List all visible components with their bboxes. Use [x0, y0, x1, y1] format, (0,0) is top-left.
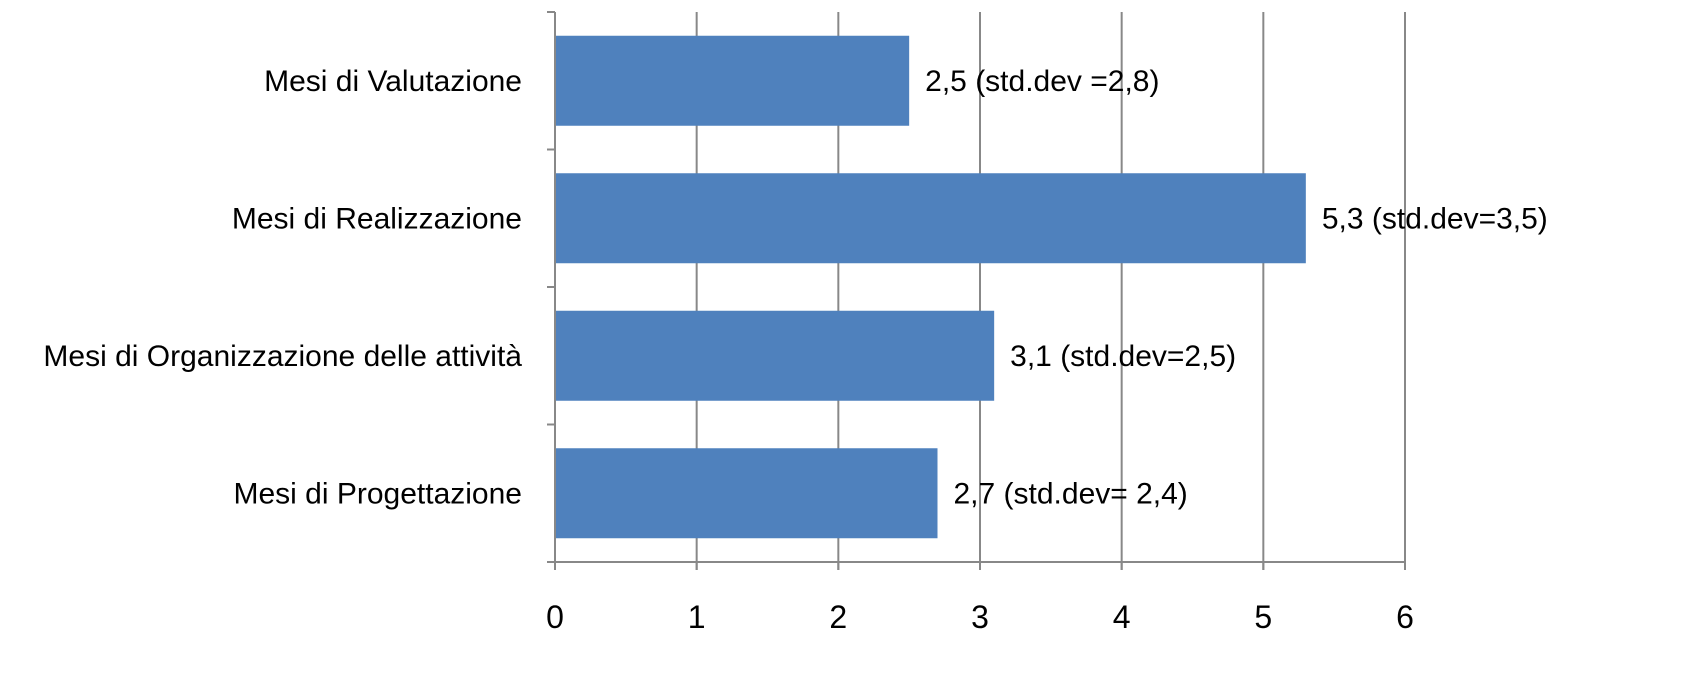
- x-tick-label: 6: [1396, 599, 1414, 635]
- category-label: Mesi di Organizzazione delle attività: [43, 340, 522, 373]
- labels: 0 1 2 3 4 5 6 Mesi di Valutazione 2,5 (std.dev =…: [43, 65, 1547, 635]
- category-label: Mesi di Valutazione: [264, 65, 522, 98]
- category-label: Mesi di Realizzazione: [232, 202, 522, 235]
- bar: [555, 310, 995, 401]
- bar: [555, 448, 938, 539]
- axes: [547, 11, 1406, 570]
- x-tick-label: 0: [546, 599, 564, 635]
- data-label: 2,5 (std.dev =2,8): [925, 65, 1159, 98]
- category-label: Mesi di Progettazione: [234, 477, 523, 510]
- bar: [555, 35, 910, 126]
- data-label: 2,7 (std.dev= 2,4): [954, 477, 1188, 510]
- data-label: 3,1 (std.dev=2,5): [1010, 340, 1236, 373]
- bars: [555, 35, 1306, 539]
- x-tick-label: 3: [971, 599, 989, 635]
- bar: [555, 173, 1306, 264]
- data-label: 5,3 (std.dev=3,5): [1322, 202, 1548, 235]
- x-tick-label: 4: [1113, 599, 1131, 635]
- x-tick-label: 5: [1254, 599, 1272, 635]
- x-tick-label: 1: [688, 599, 706, 635]
- x-tick-label: 2: [829, 599, 847, 635]
